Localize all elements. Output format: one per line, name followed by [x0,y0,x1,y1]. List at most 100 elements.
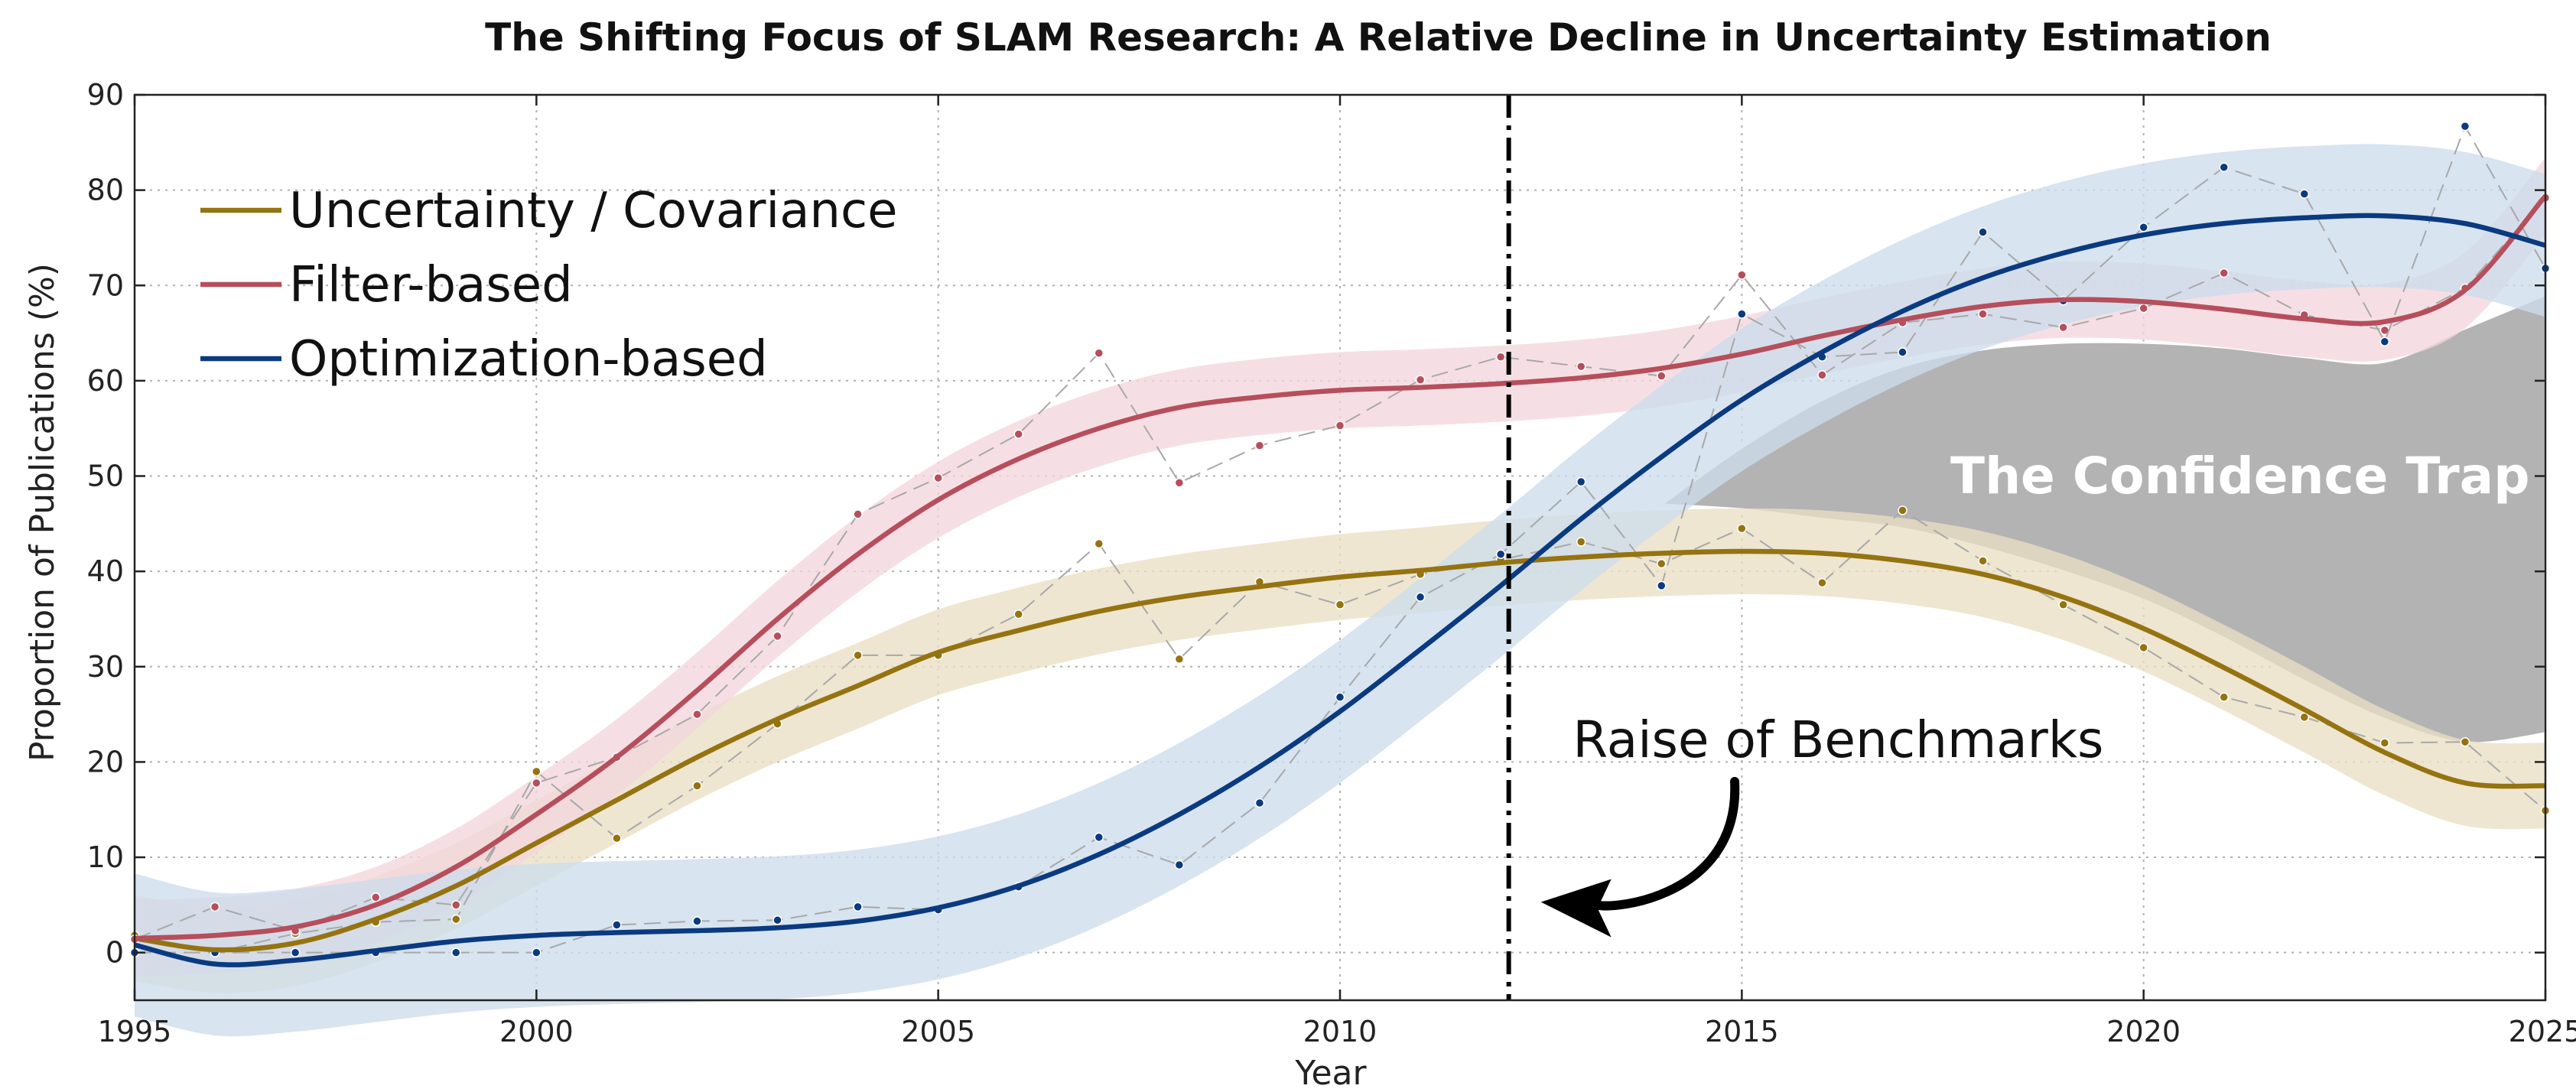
data-point [1576,361,1586,372]
series-line-3 [134,213,2546,967]
data-point [2219,692,2229,702]
data-point [1495,352,1506,362]
data-point [1978,556,1988,566]
data-point [1817,370,1827,380]
data-point [853,650,863,661]
data-point [2219,162,2229,172]
data-point [2139,222,2148,232]
x-tick-label: 1995 [98,1015,172,1048]
series-line-2 [134,194,2548,941]
data-point [1254,440,1265,450]
data-point [1013,429,1023,439]
smoothed-lines [134,194,2548,967]
data-point [1737,309,1747,319]
x-tick-label: 2015 [1705,1015,1779,1048]
data-point [1335,692,1345,702]
legend-entry: Optimization-based [289,331,768,388]
data-point [451,914,461,925]
y-tick-label: 60 [87,364,124,398]
data-point [532,778,542,788]
data-point [612,833,622,843]
data-point [2379,336,2390,347]
data-point [2058,600,2068,610]
data-point [2139,303,2148,314]
y-axis-label: Proportion of Publications (%) [23,263,62,762]
data-point [2460,121,2470,132]
data-point [1013,609,1023,619]
data-point [2219,268,2229,278]
data-point [933,473,943,483]
data-point [1737,523,1747,534]
annotation-arrowhead [1540,879,1612,938]
y-tick-label: 80 [87,174,124,207]
series-line-1 [134,548,2546,953]
data-point [532,766,542,777]
x-tick-label: 2005 [901,1015,975,1048]
y-tick-label: 0 [106,936,124,970]
data-point [853,509,863,519]
data-point [1817,577,1827,588]
x-tick-label: 2010 [1303,1015,1377,1048]
data-point [1576,537,1586,547]
legend-entry: Uncertainty / Covariance [289,183,898,239]
data-point [1174,654,1185,665]
x-axis-label: Year [1294,1054,1367,1092]
data-point [1978,309,1988,319]
x-tick-label: 2025 [2509,1015,2576,1048]
data-point [1495,549,1506,559]
data-point [612,920,622,930]
data-point [772,915,782,925]
data-point [2299,712,2310,723]
data-point [853,902,863,912]
annotation-arrow [1589,777,1740,911]
data-point [1415,375,1426,385]
data-point [692,916,702,926]
y-tick-label: 10 [87,840,124,874]
data-point [210,902,220,912]
data-point [451,947,461,957]
y-tick-label: 90 [87,78,124,112]
data-point [1174,860,1185,870]
data-point [1335,421,1345,431]
y-tick-label: 40 [87,554,124,588]
data-point [1898,347,1908,357]
annotations: Raise of Benchmarks [1540,710,2103,938]
data-point [1094,348,1104,359]
y-tick-label: 30 [87,650,124,684]
data-point [2460,736,2470,747]
y-tick-label: 20 [87,745,124,778]
confidence-trap-region: The Confidence Trap [1657,293,2547,745]
data-point [1576,476,1586,487]
data-point [1335,600,1345,610]
benchmark-annotation: Raise of Benchmarks [1573,710,2103,769]
data-point [1737,270,1747,280]
data-point [1898,505,1908,515]
data-point [1978,227,1988,237]
data-point [1254,798,1265,808]
x-tick-label: 2020 [2106,1015,2181,1048]
data-point [772,631,782,642]
data-point [1094,538,1104,549]
y-tick-label: 50 [87,460,124,493]
data-point [1094,832,1104,843]
data-point [2379,738,2390,748]
data-point [1657,558,1667,569]
data-point [451,900,461,910]
data-point [692,709,702,720]
axes: 1995 2000 2005 2010 2015 2020 2025 0 10 20 30 40 50 6… [87,78,2576,1048]
legend-entry: Filter-based [289,257,573,314]
data-point [290,947,301,957]
data-point [1657,371,1667,381]
band-series-3 [135,144,2545,1037]
data-point [1174,478,1185,488]
legend: Uncertainty / Covariance Filter-based Opti… [200,183,898,388]
x-tick-label: 2000 [499,1015,574,1048]
confidence-trap-label: The Confidence Trap [1950,447,2529,505]
data-point [1415,592,1426,603]
data-point [370,892,381,902]
data-point [532,947,542,957]
data-point [2299,189,2310,199]
data-point [692,781,702,791]
data-point [2058,322,2068,333]
